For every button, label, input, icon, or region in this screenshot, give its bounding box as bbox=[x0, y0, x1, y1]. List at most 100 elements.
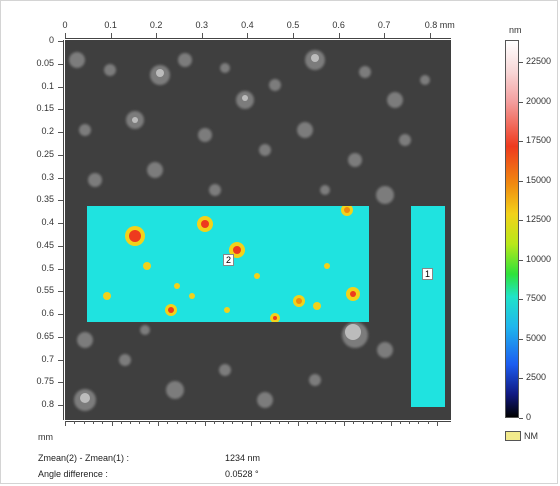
y-tick-mark bbox=[58, 291, 63, 293]
colorbar-tick-mark bbox=[519, 180, 523, 182]
y-tick-label: 0.55 bbox=[36, 285, 54, 296]
region-2-label: 2 bbox=[223, 254, 235, 266]
colorbar-tick-label: 7500 bbox=[526, 293, 547, 304]
colorbar-tick-label: 10000 bbox=[526, 253, 552, 264]
y-tick-mark bbox=[58, 336, 63, 338]
y-tick-label: 0.1 bbox=[41, 80, 54, 91]
x-bottom-tick-mark bbox=[381, 421, 383, 424]
y-axis-line bbox=[63, 40, 64, 420]
colorbar-tick-label: 5000 bbox=[526, 332, 547, 343]
x-bottom-tick-mark bbox=[139, 421, 141, 424]
x-tick-label: 0.2 bbox=[149, 20, 163, 30]
region-2-hotspots bbox=[103, 204, 360, 323]
y-tick-mark bbox=[58, 132, 63, 133]
colorbar-tick-mark bbox=[519, 338, 523, 340]
x-bottom-tick-mark bbox=[306, 421, 308, 424]
colorbar-tick-label: 20000 bbox=[526, 95, 552, 106]
y-tick-label: 0.8 bbox=[41, 399, 54, 409]
x-tick-mark bbox=[247, 33, 249, 38]
y-tick-label: 0.65 bbox=[36, 330, 54, 341]
colorbar-tick-label: 12500 bbox=[526, 214, 552, 225]
angle-value: 0.0528 ° bbox=[225, 469, 259, 479]
colorbar-unit: nm bbox=[509, 25, 522, 35]
colorbar-tick-mark bbox=[519, 101, 523, 103]
y-tick-label: 0.15 bbox=[36, 103, 54, 114]
colorbar-tick-label: 22500 bbox=[526, 56, 552, 66]
y-tick-mark bbox=[58, 314, 63, 315]
colorbar-tick-label: 0 bbox=[526, 412, 532, 422]
x-tick-label: 0.7 bbox=[377, 20, 391, 30]
colorbar-tick-mark bbox=[519, 418, 523, 419]
x-tick-label: 0.8 mm bbox=[424, 20, 455, 30]
x-tick-label: 0.4 bbox=[241, 20, 254, 30]
x-tick-label: 0.3 bbox=[195, 20, 209, 30]
x-tick-label: 0.6 bbox=[332, 20, 345, 30]
y-tick-label: 0 bbox=[48, 35, 54, 45]
x-bottom-tick-mark bbox=[353, 421, 355, 424]
x-bottom-tick-mark bbox=[325, 421, 327, 424]
y-tick-mark bbox=[58, 200, 63, 202]
x-tick-label: 0.5 bbox=[286, 20, 300, 30]
x-bottom-tick-mark bbox=[251, 421, 252, 426]
x-axis-bottom-line bbox=[65, 421, 451, 422]
x-tick-mark bbox=[65, 33, 66, 38]
nm-legend-label: NM bbox=[524, 431, 538, 441]
y-tick-label: 0.6 bbox=[41, 308, 54, 318]
x-bottom-tick-mark bbox=[74, 421, 76, 424]
region-1-label: 1 bbox=[422, 268, 434, 280]
y-tick-mark bbox=[58, 41, 63, 42]
x-bottom-tick-mark bbox=[223, 421, 225, 424]
colorbar bbox=[505, 40, 519, 418]
x-tick-mark bbox=[384, 33, 386, 38]
x-tick-mark bbox=[110, 33, 112, 38]
x-bottom-tick-mark bbox=[409, 421, 411, 424]
y-tick-label: 0.3 bbox=[41, 171, 54, 182]
x-bottom-tick-mark bbox=[232, 421, 234, 424]
x-bottom-tick-mark bbox=[195, 421, 197, 424]
colorbar-tick-mark bbox=[519, 220, 523, 222]
colorbar-tick-mark bbox=[519, 141, 523, 143]
height-map-image[interactable]: 2 1 bbox=[65, 40, 451, 420]
x-bottom-tick-mark bbox=[158, 421, 159, 426]
colorbar-tick-mark bbox=[519, 378, 523, 380]
x-bottom-tick-mark bbox=[418, 421, 420, 424]
angle-label: Angle difference : bbox=[38, 469, 108, 479]
x-bottom-tick-mark bbox=[120, 421, 122, 424]
x-bottom-tick-mark bbox=[83, 421, 85, 424]
x-bottom-tick-mark bbox=[344, 421, 345, 426]
x-tick-mark bbox=[338, 33, 340, 38]
y-tick-mark bbox=[58, 268, 63, 270]
region-1[interactable] bbox=[411, 206, 445, 407]
colorbar-tick-label: 17500 bbox=[526, 135, 552, 146]
colorbar-tick-label: 2500 bbox=[526, 372, 547, 383]
y-tick-label: 0.2 bbox=[41, 126, 54, 136]
y-tick-label: 0.4 bbox=[41, 217, 54, 227]
y-tick-label: 0.5 bbox=[41, 262, 54, 273]
y-tick-mark bbox=[58, 109, 63, 111]
colorbar-tick-mark bbox=[519, 259, 523, 261]
y-tick-label: 0.75 bbox=[36, 376, 54, 387]
x-bottom-tick-mark bbox=[390, 421, 392, 426]
y-tick-label: 0.45 bbox=[36, 239, 54, 250]
x-tick-mark bbox=[201, 33, 203, 38]
x-bottom-tick-mark bbox=[427, 421, 429, 424]
region-2[interactable] bbox=[87, 204, 369, 323]
x-bottom-tick-mark bbox=[241, 421, 243, 424]
x-bottom-tick-mark bbox=[288, 421, 290, 424]
x-bottom-tick-mark bbox=[334, 421, 336, 424]
colorbar-tick-mark bbox=[519, 62, 523, 63]
x-tick-label: 0.1 bbox=[104, 20, 117, 30]
y-tick-mark bbox=[58, 245, 63, 247]
x-bottom-tick-mark bbox=[437, 421, 438, 426]
x-tick-label: 0 bbox=[62, 20, 68, 30]
x-bottom-tick-mark bbox=[278, 421, 280, 424]
x-bottom-tick-mark bbox=[111, 421, 113, 426]
x-bottom-tick-mark bbox=[204, 421, 206, 426]
x-bottom-tick-mark bbox=[148, 421, 150, 424]
x-bottom-tick-mark bbox=[102, 421, 104, 424]
y-tick-label: 0.05 bbox=[36, 57, 54, 68]
y-tick-mark bbox=[58, 223, 63, 224]
x-bottom-tick-mark bbox=[371, 421, 373, 424]
x-bottom-tick-mark bbox=[167, 421, 169, 424]
